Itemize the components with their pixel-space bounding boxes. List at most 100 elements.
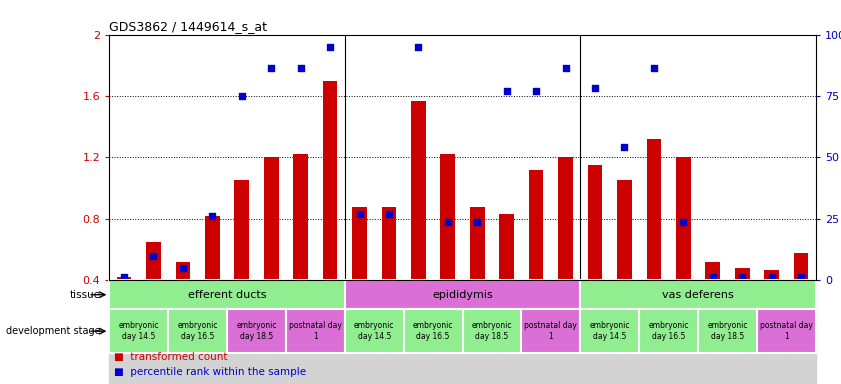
Bar [286,309,345,353]
Point [294,65,307,71]
Point [117,274,130,280]
Bar [463,309,521,353]
Bar [647,139,661,280]
Bar [345,309,404,353]
Text: embryonic
day 16.5: embryonic day 16.5 [413,321,453,341]
Text: ■  percentile rank within the sample: ■ percentile rank within the sample [114,367,305,377]
Text: embryonic
day 14.5: embryonic day 14.5 [590,321,630,341]
Text: GDS3862 / 1449614_s_at: GDS3862 / 1449614_s_at [109,20,267,33]
Bar [323,81,337,280]
Bar [764,270,779,280]
Bar [109,280,345,309]
Bar [794,253,808,280]
Bar [227,280,257,384]
Point [382,211,395,217]
Point [764,274,778,280]
Text: efferent ducts: efferent ducts [188,290,267,300]
Bar [698,280,727,384]
Bar [521,309,580,353]
Point [558,65,572,71]
Point [500,88,513,94]
Point [176,265,189,271]
Point [323,44,336,50]
Bar [198,280,227,384]
Bar [168,309,227,353]
Bar [257,280,286,384]
Bar [235,180,249,280]
Point [352,211,366,217]
Bar [706,262,720,280]
Point [588,85,601,91]
Point [146,253,160,259]
Bar [315,280,345,384]
Bar [698,309,757,353]
Text: epididymis: epididymis [432,290,493,300]
Bar [441,154,455,280]
Point [441,219,454,225]
Point [706,274,719,280]
Bar [757,280,786,384]
Text: embryonic
day 18.5: embryonic day 18.5 [472,321,512,341]
Bar [669,280,698,384]
Text: postnatal day
1: postnatal day 1 [525,321,577,341]
Text: embryonic
day 16.5: embryonic day 16.5 [648,321,689,341]
Bar [227,309,286,353]
Bar [617,180,632,280]
Bar [580,309,639,353]
Text: embryonic
day 16.5: embryonic day 16.5 [177,321,218,341]
Text: postnatal day
1: postnatal day 1 [760,321,812,341]
Point [617,144,631,150]
Bar [492,280,521,384]
Text: ■  transformed count: ■ transformed count [114,352,227,362]
Bar [610,280,639,384]
Text: embryonic
day 18.5: embryonic day 18.5 [236,321,277,341]
Text: embryonic
day 14.5: embryonic day 14.5 [354,321,394,341]
Bar [463,280,492,384]
Point [676,219,690,225]
Bar [176,262,190,280]
Text: embryonic
day 14.5: embryonic day 14.5 [119,321,159,341]
Point [794,274,807,280]
Bar [588,165,602,280]
Bar [168,280,198,384]
Point [647,65,660,71]
Bar [639,309,698,353]
Bar [786,280,816,384]
Bar [264,157,278,280]
Bar [109,280,139,384]
Bar [404,280,433,384]
Bar [374,280,404,384]
Bar [580,280,610,384]
Bar [470,207,484,280]
Bar [521,280,551,384]
Text: embryonic
day 18.5: embryonic day 18.5 [707,321,748,341]
Point [411,44,425,50]
Text: vas deferens: vas deferens [662,290,734,300]
Bar [735,268,749,280]
Text: development stage: development stage [6,326,101,336]
Text: tissue: tissue [70,290,101,300]
Bar [411,101,426,280]
Bar [558,157,573,280]
Point [205,213,219,219]
Bar [205,216,220,280]
Bar [382,207,396,280]
Point [470,219,484,225]
Text: postnatal day
1: postnatal day 1 [289,321,341,341]
Bar [551,280,580,384]
Bar [109,309,168,353]
Point [529,88,542,94]
Bar [500,214,514,280]
Bar [757,309,816,353]
Bar [345,280,580,309]
Bar [433,280,463,384]
Point [235,93,248,99]
Bar [676,157,690,280]
Bar [345,280,374,384]
Bar [146,242,161,280]
Bar [727,280,757,384]
Bar [404,309,463,353]
Bar [286,280,315,384]
Point [264,65,278,71]
Bar [639,280,669,384]
